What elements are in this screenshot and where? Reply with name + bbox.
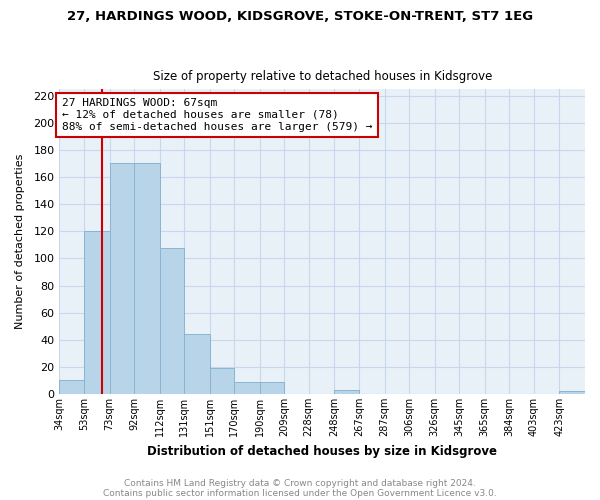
Text: Contains HM Land Registry data © Crown copyright and database right 2024.: Contains HM Land Registry data © Crown c… [124,478,476,488]
Bar [59,380,84,394]
Bar [260,382,284,394]
Bar [559,392,585,394]
Bar [210,368,234,394]
Title: Size of property relative to detached houses in Kidsgrove: Size of property relative to detached ho… [152,70,492,84]
Bar [184,334,210,394]
Text: 27 HARDINGS WOOD: 67sqm
← 12% of detached houses are smaller (78)
88% of semi-de: 27 HARDINGS WOOD: 67sqm ← 12% of detache… [62,98,373,132]
Text: 27, HARDINGS WOOD, KIDSGROVE, STOKE-ON-TRENT, ST7 1EG: 27, HARDINGS WOOD, KIDSGROVE, STOKE-ON-T… [67,10,533,23]
Text: Contains public sector information licensed under the Open Government Licence v3: Contains public sector information licen… [103,488,497,498]
Bar [160,248,184,394]
Bar [84,232,110,394]
Bar [234,382,260,394]
Bar [134,164,160,394]
Y-axis label: Number of detached properties: Number of detached properties [15,154,25,329]
Bar [110,164,134,394]
X-axis label: Distribution of detached houses by size in Kidsgrove: Distribution of detached houses by size … [147,444,497,458]
Bar [334,390,359,394]
